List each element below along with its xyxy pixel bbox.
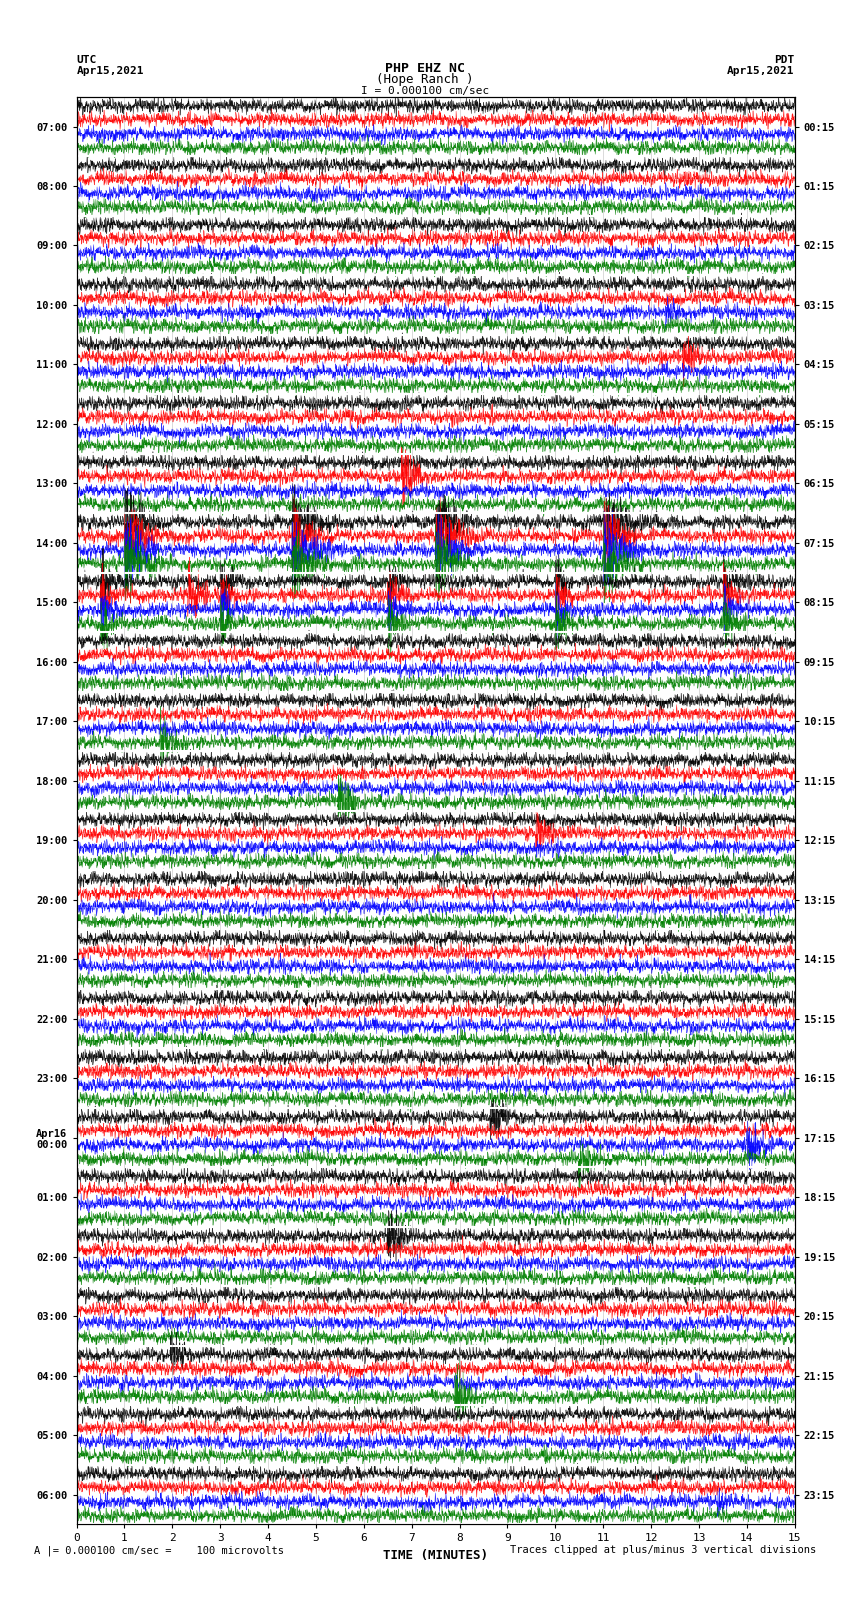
Text: Apr15,2021: Apr15,2021 (728, 66, 795, 76)
Text: PHP EHZ NC: PHP EHZ NC (385, 61, 465, 76)
Text: A |= 0.000100 cm/sec =    100 microvolts: A |= 0.000100 cm/sec = 100 microvolts (34, 1545, 284, 1557)
Text: Traces clipped at plus/minus 3 vertical divisions: Traces clipped at plus/minus 3 vertical … (510, 1545, 816, 1555)
Text: UTC: UTC (76, 55, 97, 65)
Text: PDT: PDT (774, 55, 795, 65)
Text: (Hope Ranch ): (Hope Ranch ) (377, 73, 473, 85)
Text: Apr15,2021: Apr15,2021 (76, 66, 144, 76)
X-axis label: TIME (MINUTES): TIME (MINUTES) (383, 1548, 488, 1561)
Text: I = 0.000100 cm/sec: I = 0.000100 cm/sec (361, 85, 489, 97)
